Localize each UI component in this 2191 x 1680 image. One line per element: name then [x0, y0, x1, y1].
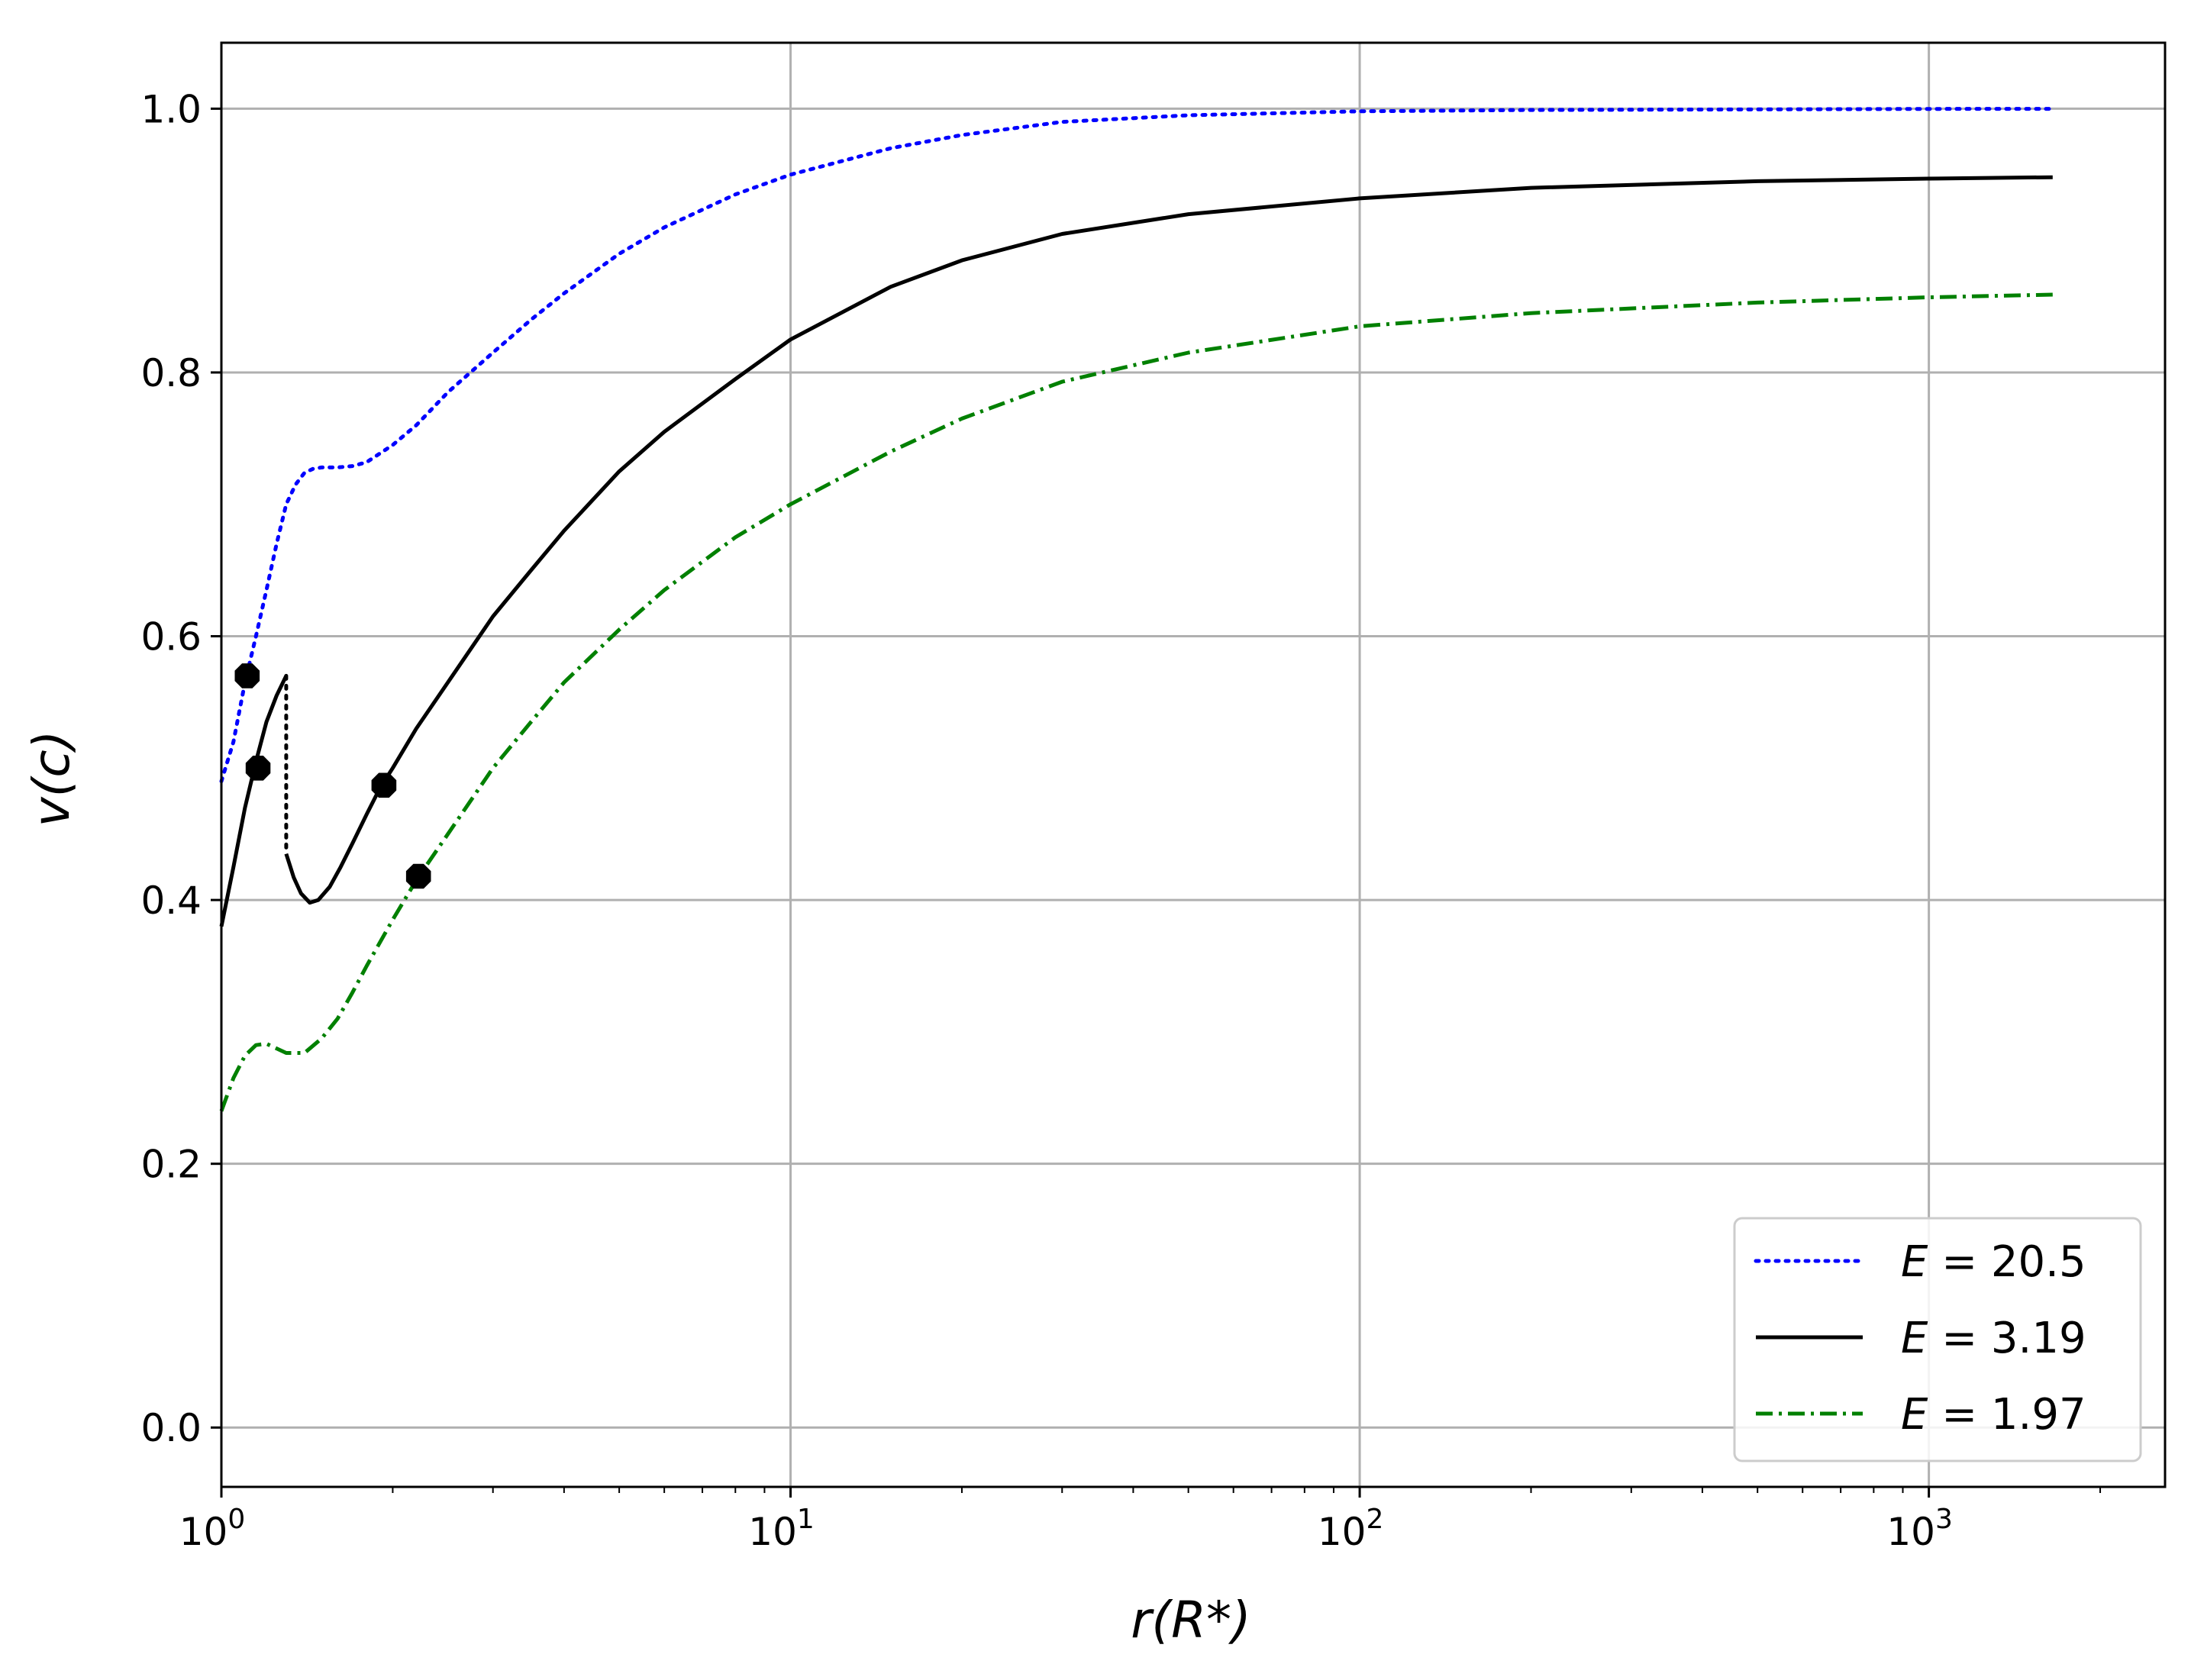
legend-label: E = 3.19 [1901, 1314, 2086, 1363]
y-tick-label: 0.8 [140, 351, 202, 395]
sonic-point-marker [405, 863, 431, 889]
sonic-point-marker [245, 756, 271, 781]
legend: E = 20.5 E = 3.19 E = 1.97 [1733, 1217, 2142, 1462]
series-line [284, 175, 2053, 905]
y-tick-label: 0.6 [140, 615, 202, 659]
legend-box [1733, 1217, 2142, 1462]
legend-label: E = 20.5 [1901, 1237, 2086, 1287]
x-tick-label: 100 [179, 1504, 246, 1554]
y-tick-label: 0.0 [140, 1406, 202, 1450]
sonic-point-marker [371, 772, 397, 798]
axis-ticks: 0.0 0.2 0.4 0.6 0.8 1.0 100 101 102 103 [140, 87, 1952, 1554]
y-tick-label: 1.0 [140, 87, 202, 131]
minor-ticks [392, 1487, 2102, 1493]
y-tick-label: 0.4 [140, 879, 202, 923]
series-group [219, 107, 2055, 1112]
series-line [219, 107, 2055, 784]
markers-group [234, 663, 431, 889]
legend-label: E = 1.97 [1901, 1390, 2086, 1440]
x-tick-label: 102 [1318, 1504, 1384, 1554]
x-axis-label: r(R*) [1131, 1591, 1251, 1649]
plot-frame [220, 41, 2167, 1488]
y-tick-label: 0.2 [140, 1143, 202, 1187]
sonic-point-marker [234, 663, 260, 688]
y-axis-label: v(c) [22, 730, 81, 827]
x-tick-label: 101 [748, 1504, 815, 1554]
series-line [219, 292, 2053, 1112]
x-tick-label: 103 [1886, 1504, 1953, 1554]
